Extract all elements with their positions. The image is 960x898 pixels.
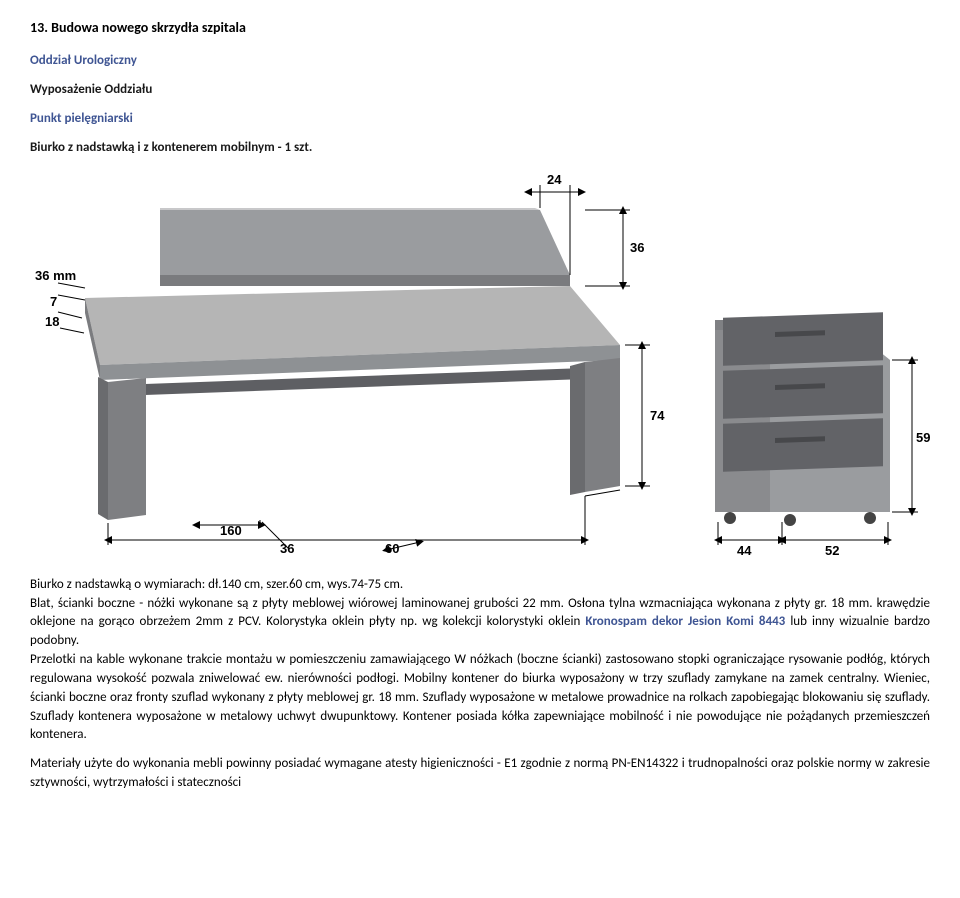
- item-title: Biurko z nadstawką i z kontenerem mobiln…: [30, 139, 930, 158]
- dekor-highlight: Kronospam dekor Jesion Komi 8443: [585, 614, 785, 629]
- paragraph-desc: Biurko z nadstawką o wymiarach: dł.140 c…: [30, 576, 930, 746]
- dim-36-bot: 36: [280, 541, 294, 556]
- sub-equipment: Wyposażenie Oddziału: [30, 81, 930, 100]
- furniture-diagram: 36 mm 7 18 24 36 74 160 36 60: [30, 170, 930, 560]
- materials-note: Materiały użyte do wykonania mebli powin…: [30, 755, 930, 793]
- dim-44: 44: [737, 543, 752, 558]
- sub-nursing-station: Punkt pielęgniarski: [30, 110, 930, 129]
- heading-13: 13. Budowa nowego skrzydła szpitala: [30, 18, 930, 38]
- dim-36mm: 36 mm: [35, 268, 76, 283]
- intro-line: Biurko z nadstawką o wymiarach: dł.140 c…: [30, 577, 403, 592]
- dim-18: 18: [45, 314, 59, 329]
- dim-24: 24: [547, 172, 562, 187]
- dim-60: 60: [385, 541, 399, 556]
- dim-36-top: 36: [630, 240, 644, 255]
- sub-ward: Oddział Urologiczny: [30, 52, 930, 71]
- body-text-2: Przelotki na kable wykonane trakcie mont…: [30, 652, 930, 742]
- dim-59: 59: [916, 430, 930, 445]
- dim-7: 7: [50, 294, 57, 309]
- dim-52: 52: [825, 543, 839, 558]
- diagram-svg: 36 mm 7 18 24 36 74 160 36 60: [30, 170, 930, 560]
- dim-74: 74: [650, 408, 665, 423]
